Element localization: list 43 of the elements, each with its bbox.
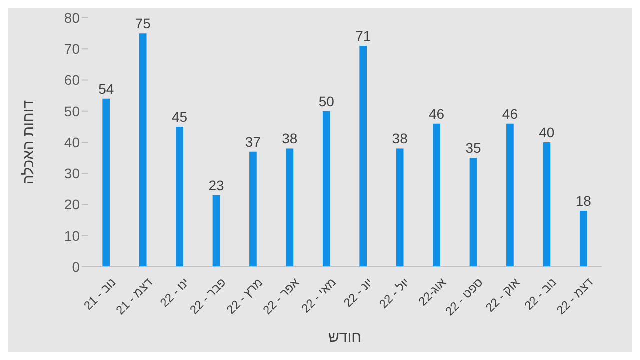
data-label: 71 xyxy=(356,28,372,44)
y-tick-label: 80 xyxy=(64,10,80,26)
y-tick-label: 40 xyxy=(64,134,80,150)
data-label: 35 xyxy=(466,140,482,156)
bar xyxy=(176,126,184,267)
data-label: 75 xyxy=(135,16,152,32)
data-label: 38 xyxy=(392,130,408,147)
data-label: 46 xyxy=(428,106,445,122)
y-tick-label: 0 xyxy=(72,258,80,275)
data-label: 45 xyxy=(172,108,188,125)
y-tick-label: 20 xyxy=(64,196,80,213)
y-tick-label: 30 xyxy=(64,166,80,182)
y-axis-title: דוחות האכלה xyxy=(20,100,38,185)
bar xyxy=(360,46,368,267)
data-label: 54 xyxy=(98,80,114,97)
bar xyxy=(580,210,588,267)
bar xyxy=(212,195,220,267)
data-label: 18 xyxy=(576,192,592,209)
bar xyxy=(470,158,478,267)
y-tick-label: 50 xyxy=(64,103,80,120)
bar xyxy=(286,148,294,267)
x-tick-label: אוק - 22 xyxy=(483,275,523,315)
data-label: 46 xyxy=(502,106,518,122)
y-tick-label: 10 xyxy=(64,228,80,244)
bar xyxy=(396,148,404,267)
y-tick-label: 70 xyxy=(64,41,80,58)
data-label: 40 xyxy=(539,124,555,140)
x-tick-label: יונ - 22 xyxy=(341,275,376,310)
data-label: 37 xyxy=(245,134,262,150)
x-axis-title: חודש xyxy=(328,329,362,346)
bar xyxy=(102,98,110,267)
data-label: 50 xyxy=(318,93,335,110)
bar xyxy=(139,34,147,267)
bar xyxy=(250,152,257,267)
bar xyxy=(433,124,440,267)
x-tick-label: מאי - 22 xyxy=(298,275,339,316)
data-label: 38 xyxy=(282,130,298,147)
data-label: 23 xyxy=(208,177,224,194)
x-tick-label: יול - 22 xyxy=(376,275,412,312)
bar xyxy=(543,142,551,267)
bar xyxy=(506,124,514,267)
y-tick-label: 60 xyxy=(64,72,80,88)
bar xyxy=(322,111,330,267)
